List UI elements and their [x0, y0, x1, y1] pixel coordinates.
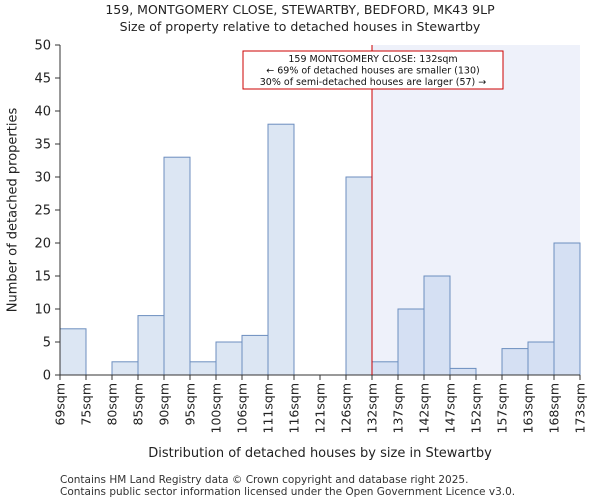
y-tick-label: 0	[43, 369, 51, 384]
bar-69sqm	[59, 328, 87, 376]
y-tick-label: 30	[34, 171, 51, 186]
annotation-line-1: 159 MONTGOMERY CLOSE: 132sqm	[288, 54, 457, 65]
bar-132sqm	[371, 361, 399, 376]
x-tick-label-173sqm: 173sqm	[573, 383, 588, 433]
bar-157sqm	[501, 348, 529, 376]
y-tick-label: 10	[34, 303, 51, 318]
x-tick-label-90sqm: 90sqm	[157, 383, 172, 426]
x-tick-label-168sqm: 168sqm	[547, 383, 562, 433]
x-tick-label-80sqm: 80sqm	[105, 383, 120, 426]
y-tick-label: 25	[34, 204, 51, 219]
bar-168sqm	[553, 242, 581, 376]
bar-80sqm	[111, 361, 139, 376]
bar-100sqm	[215, 341, 243, 376]
footer-copyright: Contains HM Land Registry data © Crown c…	[60, 474, 469, 486]
x-tick-label-152sqm: 152sqm	[469, 383, 484, 433]
x-tick-label-142sqm: 142sqm	[417, 383, 432, 433]
x-tick-label-111sqm: 111sqm	[261, 383, 276, 433]
annotation-box	[242, 50, 504, 90]
bar-163sqm	[527, 341, 555, 376]
x-tick-label-126sqm: 126sqm	[339, 383, 354, 433]
x-tick-label-75sqm: 75sqm	[79, 383, 94, 426]
y-tick-label: 35	[34, 138, 51, 153]
bar-126sqm	[345, 176, 373, 376]
x-tick-label-85sqm: 85sqm	[131, 383, 146, 426]
chart-title-address: 159, MONTGOMERY CLOSE, STEWARTBY, BEDFOR…	[105, 2, 495, 17]
x-tick-label-100sqm: 100sqm	[209, 383, 224, 433]
x-tick-label-147sqm: 147sqm	[443, 383, 458, 433]
bar-137sqm	[397, 308, 425, 376]
x-tick-label-106sqm: 106sqm	[235, 383, 250, 433]
y-axis-label: Number of detached properties	[6, 108, 21, 313]
chart-title: Size of property relative to detached ho…	[119, 19, 481, 34]
y-tick-label: 5	[43, 336, 51, 351]
x-tick-label-132sqm: 132sqm	[365, 383, 380, 433]
annotation-line-2: ← 69% of detached houses are smaller (13…	[266, 66, 479, 77]
bar-95sqm	[189, 361, 217, 376]
bar-142sqm	[423, 275, 451, 376]
bar-106sqm	[241, 334, 269, 376]
y-tick-label: 40	[34, 105, 51, 120]
y-tick-label: 45	[34, 72, 51, 87]
footer-licence: Contains public sector information licen…	[60, 486, 516, 498]
x-tick-label-69sqm: 69sqm	[53, 383, 68, 426]
bar-85sqm	[137, 315, 165, 376]
x-axis-label: Distribution of detached houses by size …	[148, 446, 492, 461]
x-tick-label-163sqm: 163sqm	[521, 383, 536, 433]
x-tick-label-95sqm: 95sqm	[183, 383, 198, 426]
y-tick-label: 50	[34, 39, 51, 54]
bar-147sqm	[449, 367, 477, 376]
x-tick-label-116sqm: 116sqm	[287, 383, 302, 433]
y-tick-label: 15	[34, 270, 51, 285]
annotation-line-3: 30% of semi-detached houses are larger (…	[260, 77, 487, 88]
x-tick-label-157sqm: 157sqm	[495, 383, 510, 433]
bar-90sqm	[163, 156, 191, 376]
x-tick-label-137sqm: 137sqm	[391, 383, 406, 433]
x-tick-label-121sqm: 121sqm	[313, 383, 328, 433]
bar-111sqm	[267, 123, 295, 376]
y-tick-label: 20	[34, 237, 51, 252]
